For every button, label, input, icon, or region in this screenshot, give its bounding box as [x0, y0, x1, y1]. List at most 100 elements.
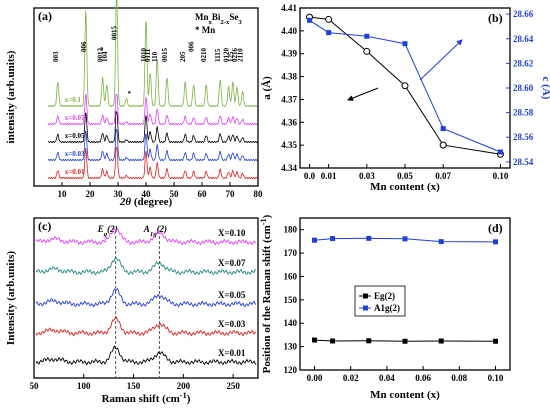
legend-box: [354, 285, 406, 317]
y2-tick-label: 28.56: [513, 132, 534, 142]
series-line: [309, 19, 501, 153]
y2-tick-label: 28.58: [513, 108, 534, 118]
arrow-to-left-axis: [347, 87, 379, 101]
peak-label: 104: [101, 51, 109, 62]
legend-swatch-marker: [363, 293, 368, 299]
data-point: [493, 338, 499, 344]
y-axis-label: Intensity (arb.units): [5, 251, 17, 345]
xrd-pattern-line: [47, 128, 258, 162]
y-tick-label: 130: [284, 342, 298, 352]
y-tick-label: 4.37: [281, 94, 297, 104]
data-point: [439, 141, 447, 149]
mn-star-label: *: [100, 46, 104, 54]
plot-frame: [299, 217, 511, 371]
x-axis-label: Mn content (x): [370, 389, 440, 401]
raman-spectrum-line: [35, 345, 257, 366]
x-tick-label: 50: [30, 381, 40, 391]
data-point: [493, 239, 499, 245]
panel-a-xrd: 10 20 30 40 50 60 70 80 2θ (degree) intensity (ar…: [5, 0, 263, 208]
xrd-pattern-line: [47, 146, 258, 180]
series-label: X=0.01: [218, 348, 246, 358]
panel-tag: (b): [488, 11, 503, 25]
arrow-to-right-axis: [419, 39, 463, 81]
series-label: x=0.07: [65, 114, 85, 122]
x-tick-label: 20: [86, 189, 96, 199]
y2-tick-label: 28.54: [513, 157, 534, 167]
data-point: [311, 237, 317, 243]
xrd-pattern-line: [47, 93, 258, 126]
mn-star-label: *: [127, 90, 131, 98]
x-tick-label: 60: [198, 189, 208, 199]
y-tick-label: 4.38: [281, 72, 297, 82]
x-tick-label: 150: [127, 381, 141, 391]
y-tick-label: 4.35: [281, 140, 297, 150]
raman-spectrum-line: [35, 256, 257, 276]
x-tick-label: 250: [226, 381, 240, 391]
data-point: [307, 17, 313, 23]
plot-frame: [33, 217, 259, 379]
x-tick-label: 10: [58, 189, 68, 199]
x-tick-label: 0.00: [307, 373, 323, 383]
xrd-pattern-line: [47, 0, 258, 108]
peak-label: 0120: [223, 48, 231, 63]
peak-label: 1010: [140, 48, 148, 63]
data-point: [366, 235, 372, 241]
data-point: [497, 149, 503, 155]
x-tick-label: 0.03: [359, 171, 375, 181]
y-axis-label: a (Å): [261, 76, 273, 100]
peak-label: 2110: [237, 48, 245, 62]
x-axis-label: Mn content (x): [370, 181, 440, 193]
series-label: X=0.07: [218, 258, 246, 268]
y-tick-label: 4.34: [281, 163, 297, 173]
x-tick-label: 0.05: [397, 171, 413, 181]
peak-label: 006: [80, 41, 88, 52]
y-tick-label: 120: [284, 365, 298, 375]
mn-note: * Mn: [195, 25, 215, 35]
x-tick-label: 200: [177, 381, 191, 391]
peak-label: 1115: [214, 48, 222, 62]
x-tick-label: 0.08: [451, 373, 467, 383]
y2-tick-label: 28.64: [513, 34, 534, 44]
series-label: X=0.05: [218, 290, 246, 300]
y-tick-label: 4.39: [281, 49, 297, 59]
legend-swatch-marker: [363, 305, 368, 311]
x-axis-label: Raman shift (cm-1): [102, 391, 191, 406]
y2-tick-label: 28.66: [513, 9, 534, 19]
peak-label: 0012: [97, 48, 105, 63]
y-tick-label: 160: [284, 271, 298, 281]
data-point: [326, 30, 332, 36]
data-point: [402, 236, 408, 242]
series-label: x=0.05: [65, 132, 85, 140]
y2-axis-label: c (Å): [540, 77, 550, 100]
panel-tag: (c): [38, 219, 51, 233]
peak-label: 0015: [111, 25, 119, 40]
data-point: [330, 338, 336, 344]
data-point: [366, 338, 372, 344]
data-point: [438, 239, 444, 245]
y-tick-label: 170: [284, 248, 298, 258]
y-tick-label: 4.40: [281, 26, 297, 36]
x-tick-label: 70: [226, 189, 236, 199]
x-axis-label: 2θ (degree): [119, 196, 173, 208]
y-tick-label: 180: [284, 225, 298, 235]
data-point: [330, 236, 336, 242]
formula-label: MnxBi2-xSe3: [195, 12, 242, 26]
y-tick-label: 4.36: [281, 117, 297, 127]
peak-label: 006: [188, 41, 196, 52]
raman-spectrum-line: [35, 315, 257, 337]
peak-label: 110: [151, 51, 159, 62]
x-tick-label: 0.0: [304, 171, 316, 181]
x-tick-label: 0.06: [415, 373, 431, 383]
series-label: X=0.03: [218, 319, 246, 329]
raman-spectrum-line: [35, 227, 257, 246]
x-tick-label: 30: [114, 189, 124, 199]
panel-d-raman-position: 0.00 0.02 0.04 0.06 0.08 0.10 120 130 140 150 160 1…: [259, 214, 511, 401]
series-label: x=0.01: [65, 168, 85, 176]
y2-tick-label: 28.60: [513, 83, 534, 93]
series-label: X=0.10: [218, 228, 246, 238]
x-tick-label: 100: [77, 381, 91, 391]
data-point: [438, 338, 444, 344]
legend-label: A1g(2): [374, 303, 400, 313]
x-tick-label: 0.04: [379, 373, 395, 383]
data-point: [325, 15, 333, 23]
